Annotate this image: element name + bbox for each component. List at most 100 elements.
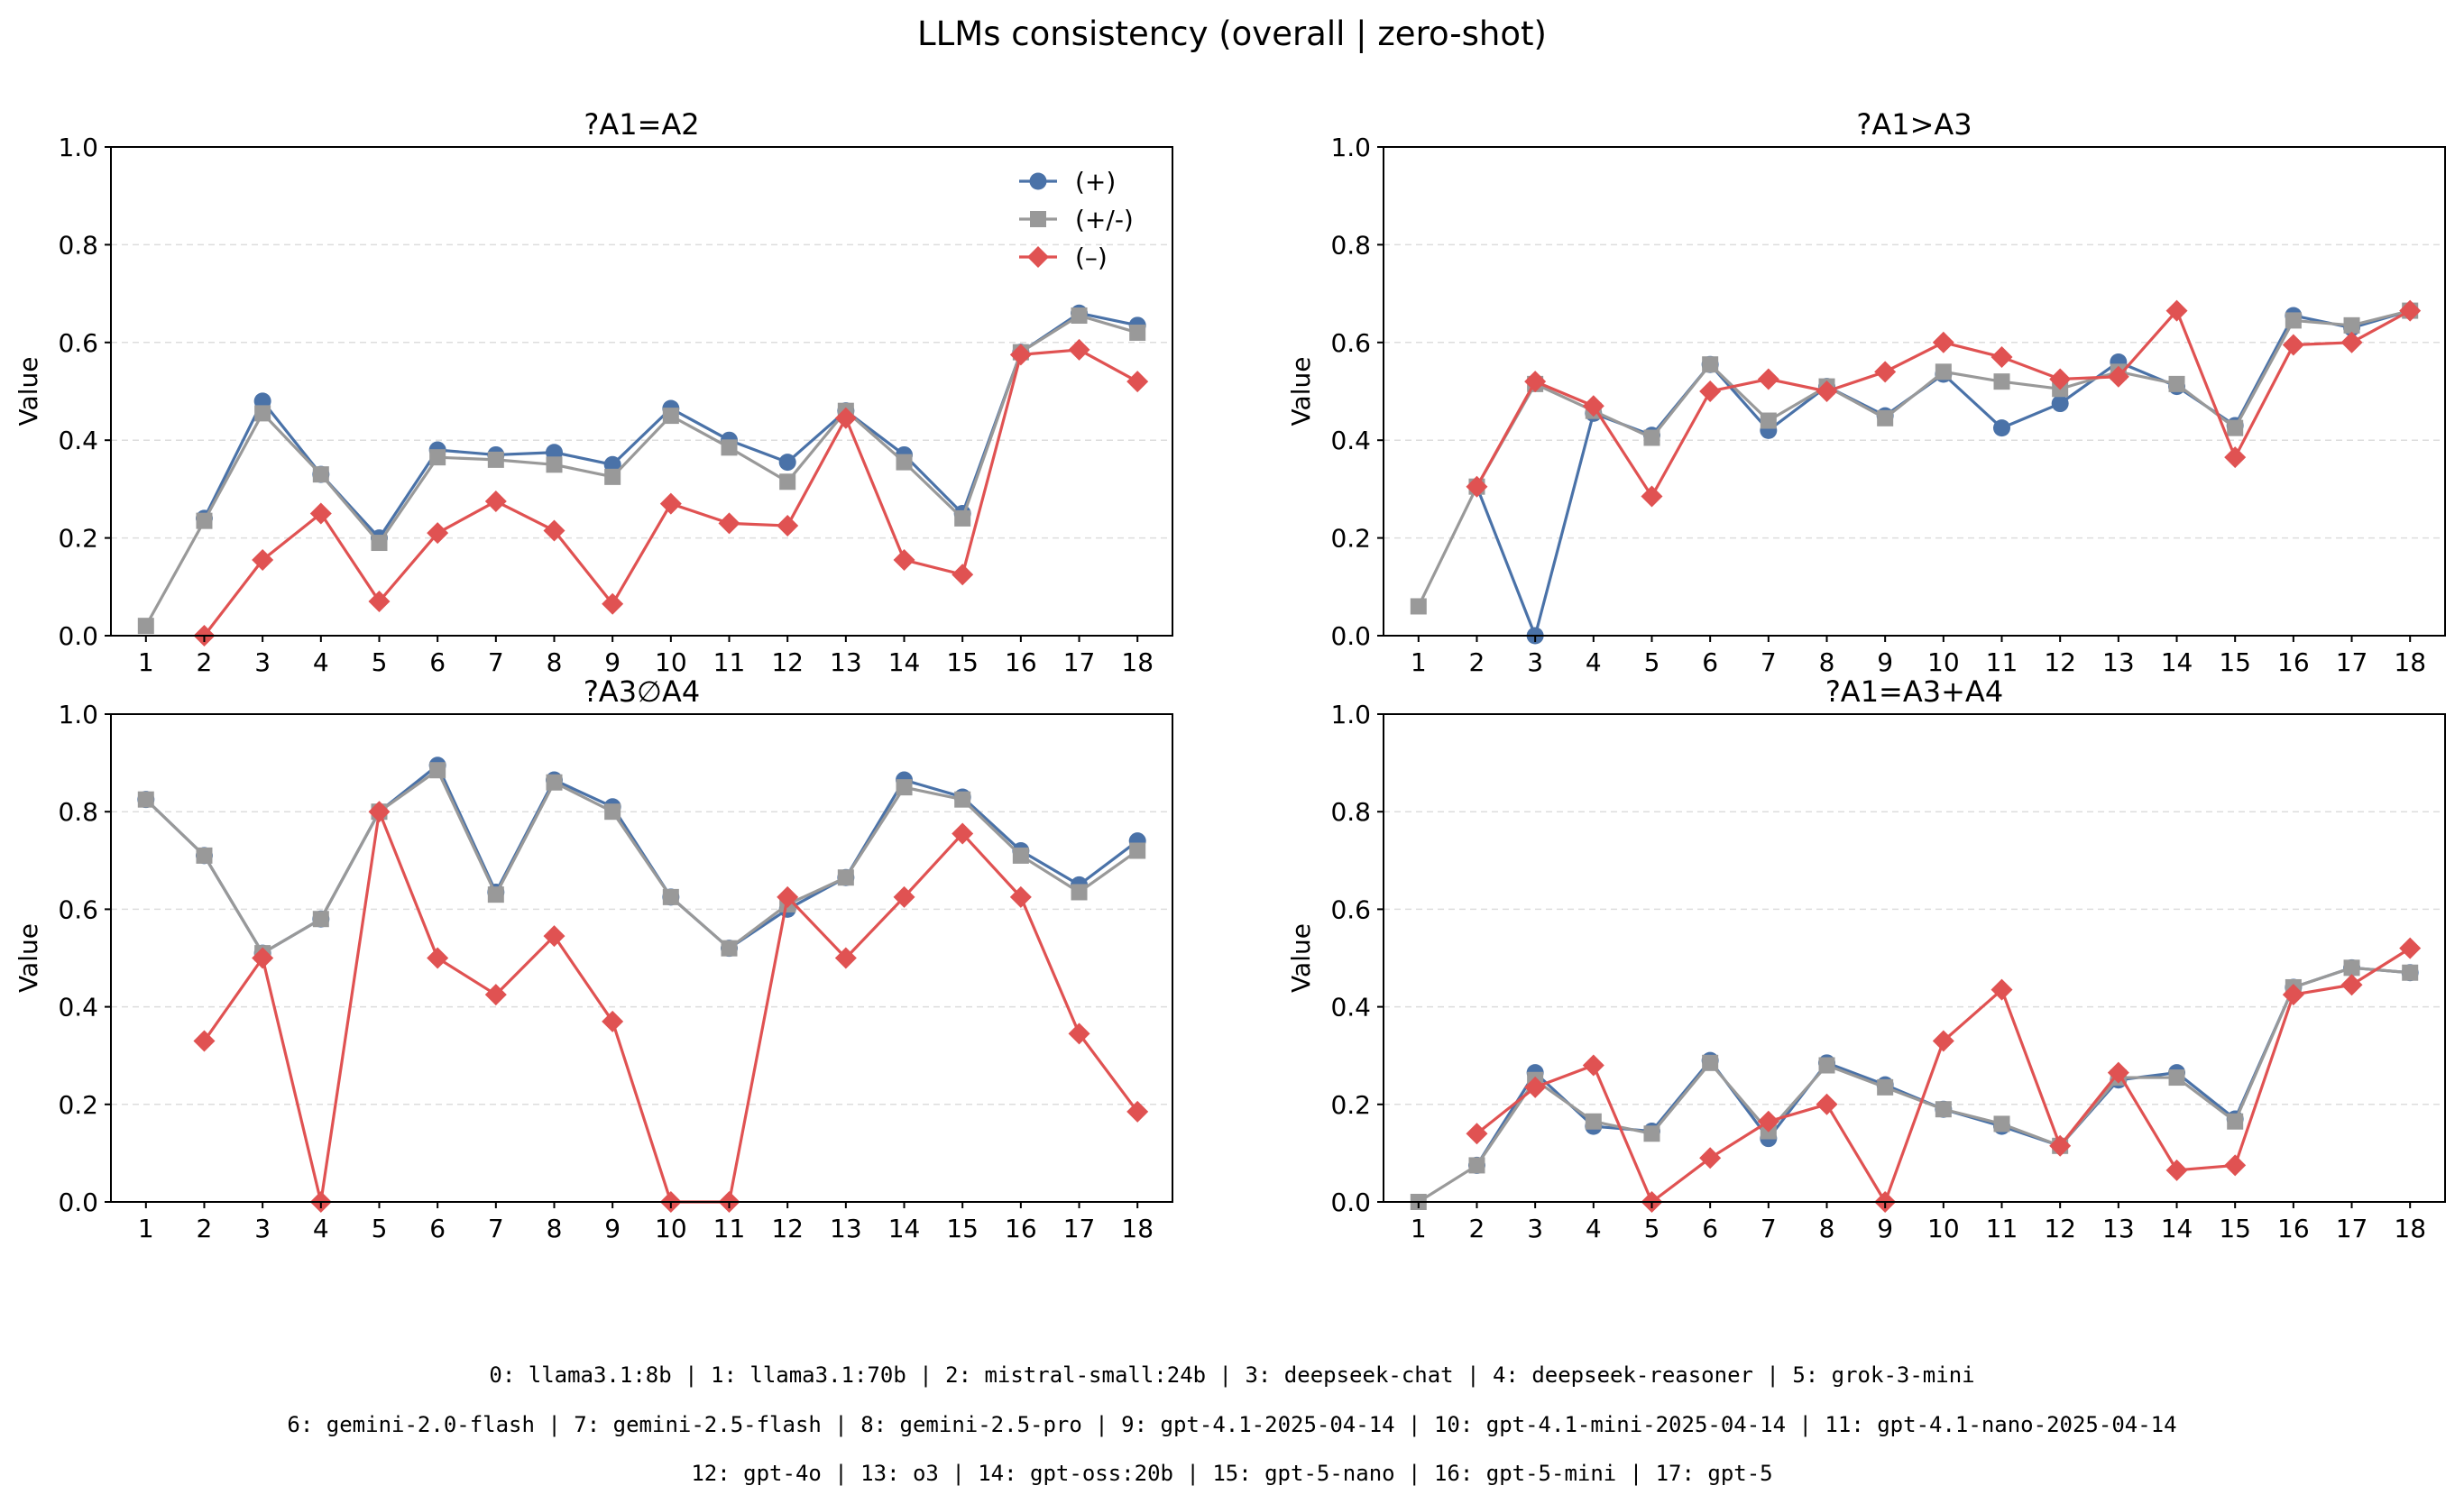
data-point [1699,381,1722,402]
y-tick-label: 0.2 [1330,524,1371,554]
data-point [196,512,213,529]
data-point [834,947,857,969]
data-point [1932,331,1954,353]
series-minus [1466,299,2422,508]
data-point [1524,371,1547,393]
y-tick-label: 0.0 [58,621,98,651]
series-line [1417,966,2411,1204]
x-tick-label: 5 [1644,647,1660,677]
data-point [662,408,679,425]
x-tick-label: 5 [372,647,388,677]
data-point [1816,1093,1838,1115]
y-tick-label: 0.2 [58,524,98,554]
data-point [429,449,446,466]
data-point [2107,1061,2129,1084]
data-point [893,885,915,908]
y-tick-label: 0.4 [1330,993,1371,1023]
data-point [546,774,563,791]
y-tick-label: 0.6 [1330,328,1371,358]
data-point [371,535,388,552]
data-point [2168,1069,2185,1087]
data-point [2282,334,2304,356]
x-tick-label: 8 [1819,1214,1835,1243]
data-point [777,515,799,537]
y-tick-label: 0.2 [58,1090,98,1120]
x-tick-label: 10 [1927,1214,1960,1243]
data-point [1009,344,1032,366]
x-tick-label: 18 [2394,1214,2426,1243]
data-point [2340,974,2363,996]
x-tick-label: 10 [655,647,687,677]
series-minus [1466,937,2422,1213]
x-tick-label: 14 [2161,647,2193,677]
y-tick-label: 1.0 [1330,700,1371,729]
data-point [1991,346,2013,369]
legend-item: (+/-) [1019,205,1134,234]
data-point [1126,371,1149,393]
y-tick-label: 0.8 [58,797,98,827]
data-point [368,801,391,823]
x-tick-label: 2 [1469,647,1485,677]
data-point [662,888,679,905]
y-tick-label: 0.0 [1330,1188,1371,1217]
x-tick-label: 16 [2277,647,2310,677]
data-point [1757,368,1779,390]
x-tick-label: 13 [830,1214,862,1243]
data-point [252,548,274,571]
data-point [604,468,621,485]
data-point [2343,316,2360,334]
y-tick-label: 0.4 [1330,426,1371,455]
data-point [1641,485,1663,508]
x-tick-label: 17 [1063,647,1096,677]
x-tick-label: 3 [1527,1214,1543,1243]
data-point [1468,1157,1485,1174]
x-tick-label: 9 [1877,1214,1893,1243]
data-point [2227,419,2244,436]
data-point [2399,299,2422,322]
x-tick-label: 3 [254,1214,271,1243]
series-line [144,768,1139,955]
data-point [2165,299,2188,322]
x-tick-label: 5 [1644,1214,1660,1243]
y-axis-label: Value [1286,923,1316,993]
data-point [1071,884,1088,901]
data-point [2224,446,2247,469]
footer-line-1: 0: llama3.1:8b | 1: llama3.1:70b | 2: mi… [489,1362,1974,1388]
x-tick-label: 15 [946,1214,979,1243]
data-point [1466,1123,1488,1145]
legend-item: (–) [1019,243,1108,272]
x-tick-label: 6 [1702,647,1718,677]
data-point [1932,1030,1954,1052]
data-point [137,618,154,635]
data-point [252,947,274,969]
data-point [1993,419,2011,437]
series-plusminus [137,307,1146,635]
data-point [604,803,621,821]
y-tick-label: 0.8 [1330,797,1371,827]
x-tick-label: 16 [1005,1214,1037,1243]
data-point [543,925,565,948]
footer-line-3: 12: gpt-4o | 13: o3 | 14: gpt-oss:20b | … [691,1461,1772,1486]
data-point [487,886,504,903]
x-tick-label: 14 [888,1214,921,1243]
data-point [1129,324,1146,341]
model-index-legend: 0: llama3.1:8b | 1: llama3.1:70b | 2: mi… [287,1362,2176,1486]
x-tick-label: 16 [1005,647,1037,677]
x-tick-label: 4 [313,1214,329,1243]
x-tick-label: 3 [1527,647,1543,677]
legend-label: (–) [1075,243,1108,272]
x-tick-label: 15 [946,647,979,677]
data-point [487,451,504,468]
x-tick-label: 7 [488,647,504,677]
data-point [2165,1159,2188,1181]
x-tick-label: 7 [1761,1214,1777,1243]
data-point [1757,1110,1779,1133]
x-tick-label: 10 [1927,647,1960,677]
chart-panel-4: 0.00.20.40.60.81.01 2 3 4 5 6 7 8 9 10 11 12 13 14 15 1… [1286,674,2446,1243]
x-tick-label: 1 [138,1214,154,1243]
data-point [721,439,738,456]
data-point [1935,1101,1952,1118]
data-point [893,548,915,571]
